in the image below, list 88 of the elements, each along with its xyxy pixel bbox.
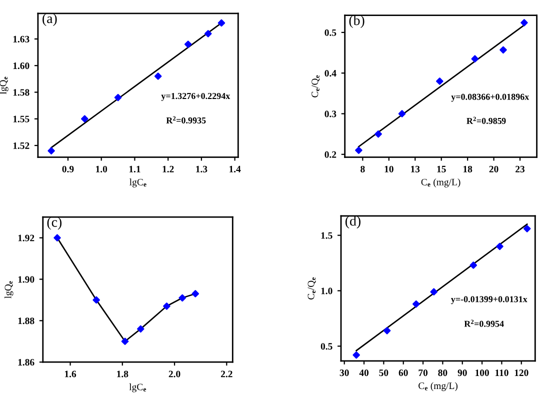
x-tick-label: 8 xyxy=(360,166,365,172)
point xyxy=(412,300,420,308)
chart-title: (a) xyxy=(42,13,57,26)
x-tick-label: 1.8 xyxy=(117,370,128,378)
x-tick-label: 1.0 xyxy=(96,166,108,172)
x-axis-title: C$_{e}$ (mg/L) xyxy=(421,178,460,188)
y-tick-label: 0.5 xyxy=(320,343,332,350)
y-tick-label: 1.55 xyxy=(13,116,30,122)
y-tick-label: 1.0 xyxy=(321,288,332,294)
point xyxy=(470,262,478,269)
point xyxy=(436,78,444,85)
point xyxy=(352,351,360,359)
y-tick-label: 1.92 xyxy=(18,234,34,242)
y-tick-label: 0.4 xyxy=(324,70,336,77)
annotation: R$^{2}$=0.9954 xyxy=(464,320,504,327)
y-tick-label: 0.2 xyxy=(324,151,336,158)
annotation: R$^{2}$=0.9935 xyxy=(166,116,206,124)
point xyxy=(398,110,406,118)
point xyxy=(471,55,479,62)
x-tick-label: 20 xyxy=(489,166,498,172)
y-tick-label: 1.60 xyxy=(13,62,30,70)
y-tick-label: 1.52 xyxy=(13,142,30,149)
x-tick-label: 1.2 xyxy=(162,166,174,172)
point xyxy=(192,290,200,298)
point xyxy=(204,30,212,38)
y-tick-label: 1.5 xyxy=(321,232,332,239)
point xyxy=(355,146,362,154)
y-tick-label: 1.86 xyxy=(18,358,34,366)
x-tick-label: 0.9 xyxy=(62,166,74,172)
chart-title: (b) xyxy=(349,15,364,28)
x-tick-label: 13 xyxy=(411,166,420,172)
y-axis-title: lgQ$_{e}$ xyxy=(4,281,14,298)
annotation: y=0.08366+0.01896x xyxy=(451,94,530,102)
point xyxy=(121,338,129,346)
point xyxy=(48,147,55,154)
x-tick-label: 50 xyxy=(379,370,388,376)
point xyxy=(430,288,438,296)
x-tick-label: 80 xyxy=(438,370,448,376)
x-tick-label: 1.4 xyxy=(230,166,241,172)
point xyxy=(154,72,162,80)
chart-title: (d) xyxy=(345,216,360,229)
x-tick-label: 1.3 xyxy=(196,166,208,172)
y-tick-label: 1.63 xyxy=(13,36,30,42)
point xyxy=(114,94,122,102)
x-axis-title: lgC$_{e}$ xyxy=(130,178,146,188)
point xyxy=(137,325,144,333)
x-tick-label: 60 xyxy=(398,370,408,376)
y-tick-label: 0.3 xyxy=(324,110,336,118)
x-tick-label: 23 xyxy=(516,166,525,172)
x-tick-label: 1.1 xyxy=(129,166,140,172)
x-tick-label: 30 xyxy=(340,370,349,376)
point xyxy=(500,46,507,54)
point xyxy=(496,242,504,250)
point xyxy=(184,40,192,48)
point xyxy=(92,296,100,304)
point xyxy=(218,19,226,27)
chart-title: (c) xyxy=(47,217,62,230)
y-tick-label: 1.88 xyxy=(18,318,34,324)
x-tick-label: 40 xyxy=(359,370,369,376)
annotation: R$^{2}$=0.9859 xyxy=(466,116,506,124)
point xyxy=(523,225,531,232)
y-tick-label: 0.5 xyxy=(324,29,336,36)
x-tick-label: 1.6 xyxy=(64,370,76,378)
point xyxy=(520,19,528,26)
x-axis-title: lgC$_{e}$ xyxy=(129,383,146,392)
x-tick-label: 2.2 xyxy=(220,370,232,378)
x-tick-label: 100 xyxy=(476,370,489,376)
annotation: y=1.3276+0.2294x xyxy=(161,92,230,101)
x-tick-label: 120 xyxy=(514,370,528,376)
x-tick-label: 90 xyxy=(458,370,467,376)
x-tick-label: 15 xyxy=(437,166,446,172)
y-tick-label: 1.58 xyxy=(13,89,30,96)
x-tick-label: 18 xyxy=(463,166,472,172)
x-tick-label: 10 xyxy=(384,166,394,172)
annotation: y=-0.01399+0.0131x xyxy=(450,296,528,304)
point xyxy=(374,130,382,138)
y-axis-title: C$_{e}$/Q$_{e}$ xyxy=(312,75,320,98)
point xyxy=(54,234,61,242)
point xyxy=(383,327,391,334)
x-tick-label: 70 xyxy=(418,370,428,376)
y-tick-label: 1.90 xyxy=(18,276,34,283)
point xyxy=(81,115,88,122)
x-tick-label: 2.0 xyxy=(168,370,180,378)
x-tick-label: 110 xyxy=(495,370,508,376)
x-axis-title: C$_{e}$ (mg/L) xyxy=(418,382,458,392)
point xyxy=(178,294,186,302)
point xyxy=(163,302,170,310)
y-axis-title: C$_{e}$/Q$_{e}$ xyxy=(308,277,316,300)
